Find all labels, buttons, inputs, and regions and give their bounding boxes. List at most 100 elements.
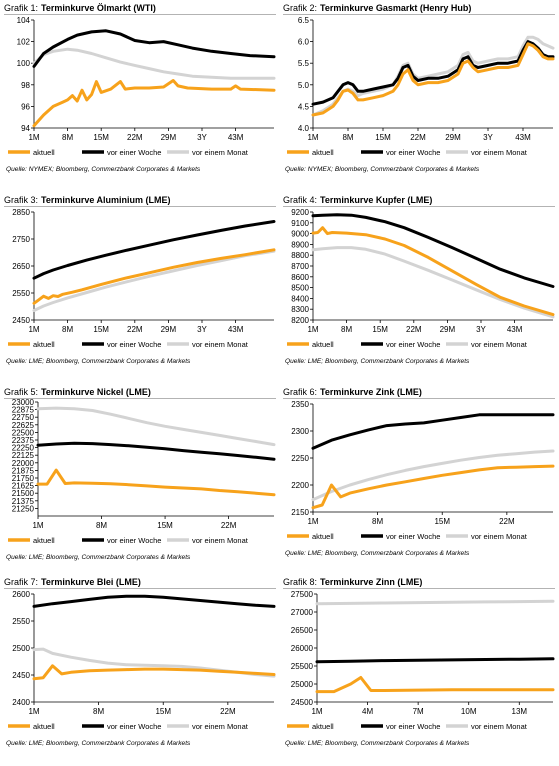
chart-panel: Grafik 4: Terminkurve Kupfer (LME) 8200 830…	[283, 194, 559, 384]
y-tick-label: 9200	[291, 208, 309, 217]
y-tick-label: 6.5	[298, 16, 310, 25]
x-tick-label: 4M	[362, 707, 373, 716]
chart-title: Grafik 6: Terminkurve Zink (LME)	[283, 387, 422, 397]
y-tick-label: 22375	[12, 436, 35, 445]
y-tick-label: 5.0	[298, 81, 310, 90]
y-tick-label: 6.0	[298, 38, 310, 47]
y-tick-label: 102	[17, 38, 31, 47]
x-tick-label: 1M	[28, 707, 39, 716]
chart-title-prefix: Grafik 2:	[283, 3, 317, 13]
x-tick-label: 8M	[62, 325, 73, 334]
x-tick-label: 22M	[410, 133, 426, 142]
x-tick-label: 8M	[342, 133, 353, 142]
chart-source: Quelle: LME; Bloomberg, Commerzbank Corp…	[6, 554, 191, 561]
x-tick-label: 1M	[307, 133, 318, 142]
y-tick-label: 2300	[291, 427, 309, 436]
series-line-vor-einer-Woche	[32, 220, 276, 280]
series-line-vor-einem-Monat	[311, 449, 555, 502]
y-tick-label: 22000	[12, 459, 35, 468]
chart-panel: Grafik 5: Terminkurve Nickel (LME) 21250 21…	[4, 386, 280, 576]
x-tick-label: 22M	[127, 133, 143, 142]
series-line-vor-einer-Woche	[311, 413, 555, 450]
series-line-aktuell	[32, 664, 276, 681]
chart-title-prefix: Grafik 8:	[283, 577, 317, 587]
chart-title-prefix: Grafik 7:	[4, 577, 38, 587]
chart-svg: Grafik 6: Terminkurve Zink (LME) 2150 2200 2…	[283, 387, 555, 557]
legend-label: vor einem Monat	[471, 148, 528, 157]
chart-source: Quelle: NYMEX; Bloomberg, Commerzbank Co…	[6, 166, 201, 173]
legend-label: aktuell	[33, 340, 55, 349]
chart-source: Quelle: LME; Bloomberg, Commerzbank Corp…	[285, 740, 470, 747]
y-tick-label: 2450	[12, 671, 30, 680]
x-tick-label: 22M	[221, 521, 237, 530]
x-tick-label: 1M	[28, 133, 39, 142]
y-tick-label: 9000	[291, 230, 309, 239]
y-tick-label: 2150	[291, 508, 309, 517]
y-tick-label: 104	[17, 16, 31, 25]
chart-svg: Grafik 7: Terminkurve Blei (LME) 2400 2450 2…	[4, 577, 276, 747]
y-tick-label: 22625	[12, 421, 35, 430]
y-tick-label: 22125	[12, 451, 35, 460]
y-tick-label: 23000	[12, 398, 35, 407]
series-line-vor-einem-Monat	[36, 406, 276, 447]
chart-title: Grafik 8: Terminkurve Zinn (LME)	[283, 577, 422, 587]
y-tick-label: 9100	[291, 219, 309, 228]
chart-svg: Grafik 8: Terminkurve Zinn (LME) 24500 2500…	[283, 577, 555, 747]
chart-svg: Grafik 4: Terminkurve Kupfer (LME) 8200 830…	[283, 195, 555, 365]
x-tick-label: 1M	[311, 707, 322, 716]
chart-svg: Grafik 1: Terminkurve Ölmarkt (WTI) 94 96 98…	[4, 3, 276, 173]
legend-label: aktuell	[312, 532, 334, 541]
x-tick-label: 43M	[228, 133, 244, 142]
legend-label: aktuell	[33, 722, 55, 731]
y-tick-label: 8400	[291, 294, 309, 303]
x-tick-label: 22M	[406, 325, 422, 334]
y-tick-label: 8500	[291, 284, 309, 293]
legend-label: aktuell	[33, 536, 55, 545]
chart-title-prefix: Grafik 5:	[4, 387, 38, 397]
chart-title-main: Terminkurve Aluminium (LME)	[41, 195, 171, 205]
series-line-vor-einer-Woche	[311, 40, 555, 106]
y-tick-label: 2600	[12, 590, 30, 599]
series-line-vor-einer-Woche	[36, 441, 276, 461]
y-tick-label: 2650	[12, 262, 30, 271]
x-tick-label: 13M	[512, 707, 528, 716]
x-tick-label: 15M	[372, 325, 388, 334]
series-line-vor-einer-Woche	[32, 594, 276, 608]
x-tick-label: 22M	[127, 325, 143, 334]
x-tick-label: 8M	[62, 133, 73, 142]
legend-label: vor einer Woche	[107, 722, 161, 731]
chart-svg: Grafik 3: Terminkurve Aluminium (LME) 2450…	[4, 195, 276, 365]
x-tick-label: 43M	[228, 325, 244, 334]
x-tick-label: 8M	[341, 325, 352, 334]
chart-title: Grafik 4: Terminkurve Kupfer (LME)	[283, 195, 432, 205]
y-tick-label: 8200	[291, 316, 309, 325]
chart-title-main: Terminkurve Gasmarkt (Henry Hub)	[320, 3, 471, 13]
legend-label: vor einem Monat	[192, 340, 249, 349]
y-tick-label: 2250	[291, 454, 309, 463]
y-tick-label: 2850	[12, 208, 30, 217]
legend-label: aktuell	[33, 148, 55, 157]
chart-svg: Grafik 2: Terminkurve Gasmarkt (Henry Hub…	[283, 3, 555, 173]
chart-title-prefix: Grafik 6:	[283, 387, 317, 397]
series-line-aktuell	[315, 676, 555, 694]
legend-label: vor einer Woche	[386, 148, 440, 157]
chart-title-main: Terminkurve Ölmarkt (WTI)	[41, 3, 156, 13]
y-tick-label: 4.0	[298, 124, 310, 133]
series-line-vor-einer-Woche	[311, 213, 555, 288]
y-tick-label: 94	[21, 124, 30, 133]
series-line-vor-einem-Monat	[311, 35, 555, 117]
y-tick-label: 21625	[12, 482, 35, 491]
chart-panel: Grafik 6: Terminkurve Zink (LME) 2150 2200 2…	[283, 386, 559, 576]
x-tick-label: 3Y	[483, 133, 493, 142]
x-tick-label: 43M	[507, 325, 523, 334]
chart-title-main: Terminkurve Kupfer (LME)	[320, 195, 432, 205]
y-tick-label: 22500	[12, 428, 35, 437]
y-tick-label: 8900	[291, 240, 309, 249]
x-tick-label: 22M	[220, 707, 236, 716]
y-tick-label: 21875	[12, 466, 35, 475]
y-tick-label: 22750	[12, 413, 35, 422]
y-tick-label: 24500	[291, 698, 314, 707]
y-tick-label: 8300	[291, 305, 309, 314]
chart-title-main: Terminkurve Zink (LME)	[320, 387, 422, 397]
series-line-aktuell	[32, 79, 276, 128]
